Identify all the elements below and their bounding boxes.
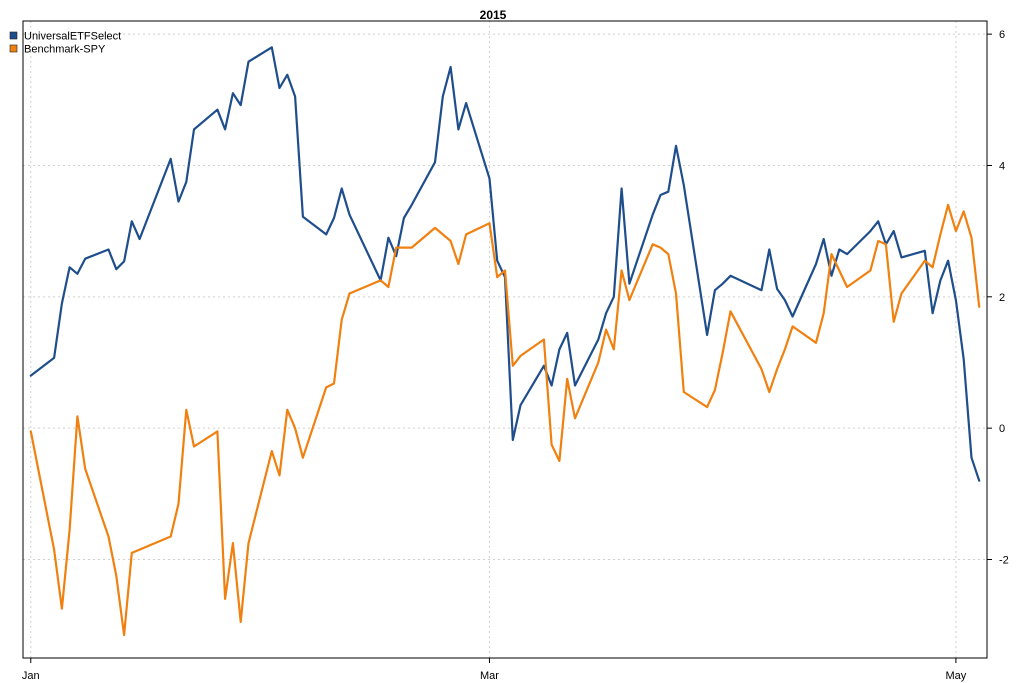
grid-layer xyxy=(23,21,987,658)
y-tick-label: 4 xyxy=(999,160,1005,172)
legend-swatch xyxy=(9,31,18,40)
plot-frame xyxy=(22,20,988,659)
series-line-0 xyxy=(29,46,981,482)
x-tick-label: May xyxy=(946,670,967,682)
chart-title: 2015 xyxy=(480,8,507,22)
x-tick-label: Mar xyxy=(480,670,499,682)
axis-layer: -2 0 2 4 6 Jan Mar May xyxy=(22,29,1009,682)
series-line-1 xyxy=(29,203,981,637)
legend-label: UniversalETFSelect xyxy=(24,31,121,43)
legend-swatch xyxy=(9,44,18,53)
x-tick-label: Jan xyxy=(22,670,40,682)
y-tick-label: 0 xyxy=(999,423,1005,435)
y-tick-label: -2 xyxy=(999,554,1009,566)
y-tick-label: 6 xyxy=(999,29,1005,41)
series-layer xyxy=(29,46,981,637)
legend-label: Benchmark-SPY xyxy=(24,44,106,56)
y-tick-label: 2 xyxy=(999,292,1005,304)
